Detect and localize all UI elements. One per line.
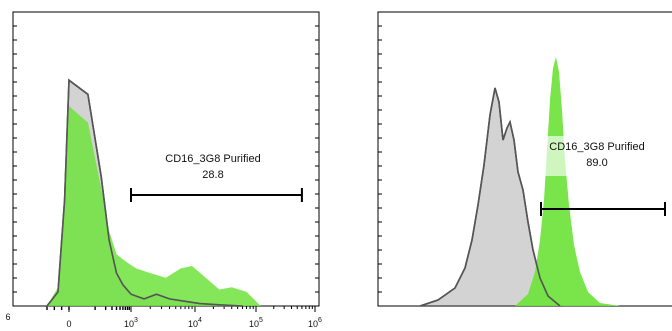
left-x-tick-label: 106 bbox=[308, 317, 322, 329]
right-gate-label-bg bbox=[545, 136, 597, 176]
right-series-control-outline bbox=[419, 87, 561, 307]
left-x-tick-label: 0 bbox=[66, 319, 71, 329]
left-x-tick-labels: 6 0 103 104 105 106 bbox=[5, 312, 322, 329]
right-gate-value: 89.0 bbox=[586, 157, 607, 169]
right-gate-label: CD16_3G8 Purified bbox=[549, 141, 644, 153]
left-panel: CD16_3G8 Purified 28.8 6 0 103 104 105 106 bbox=[5, 11, 322, 329]
left-gate-label: CD16_3G8 Purified bbox=[165, 153, 260, 165]
left-series-stained bbox=[47, 106, 261, 306]
left-x-tick-label: 105 bbox=[249, 317, 263, 329]
left-gate-value: 28.8 bbox=[202, 169, 223, 181]
left-series-control-outline bbox=[46, 78, 243, 307]
left-x-tick-label: 104 bbox=[188, 317, 202, 329]
right-panel: CD16_3G8 Purified 89.0 bbox=[377, 11, 672, 307]
left-x-tick-label-edge: 6 bbox=[5, 312, 10, 322]
right-series-group bbox=[419, 57, 620, 307]
right-axis-ticks bbox=[378, 25, 382, 293]
right-series-stained bbox=[515, 57, 620, 306]
left-series-group bbox=[45, 78, 261, 307]
left-x-tick-label: 103 bbox=[124, 317, 138, 329]
